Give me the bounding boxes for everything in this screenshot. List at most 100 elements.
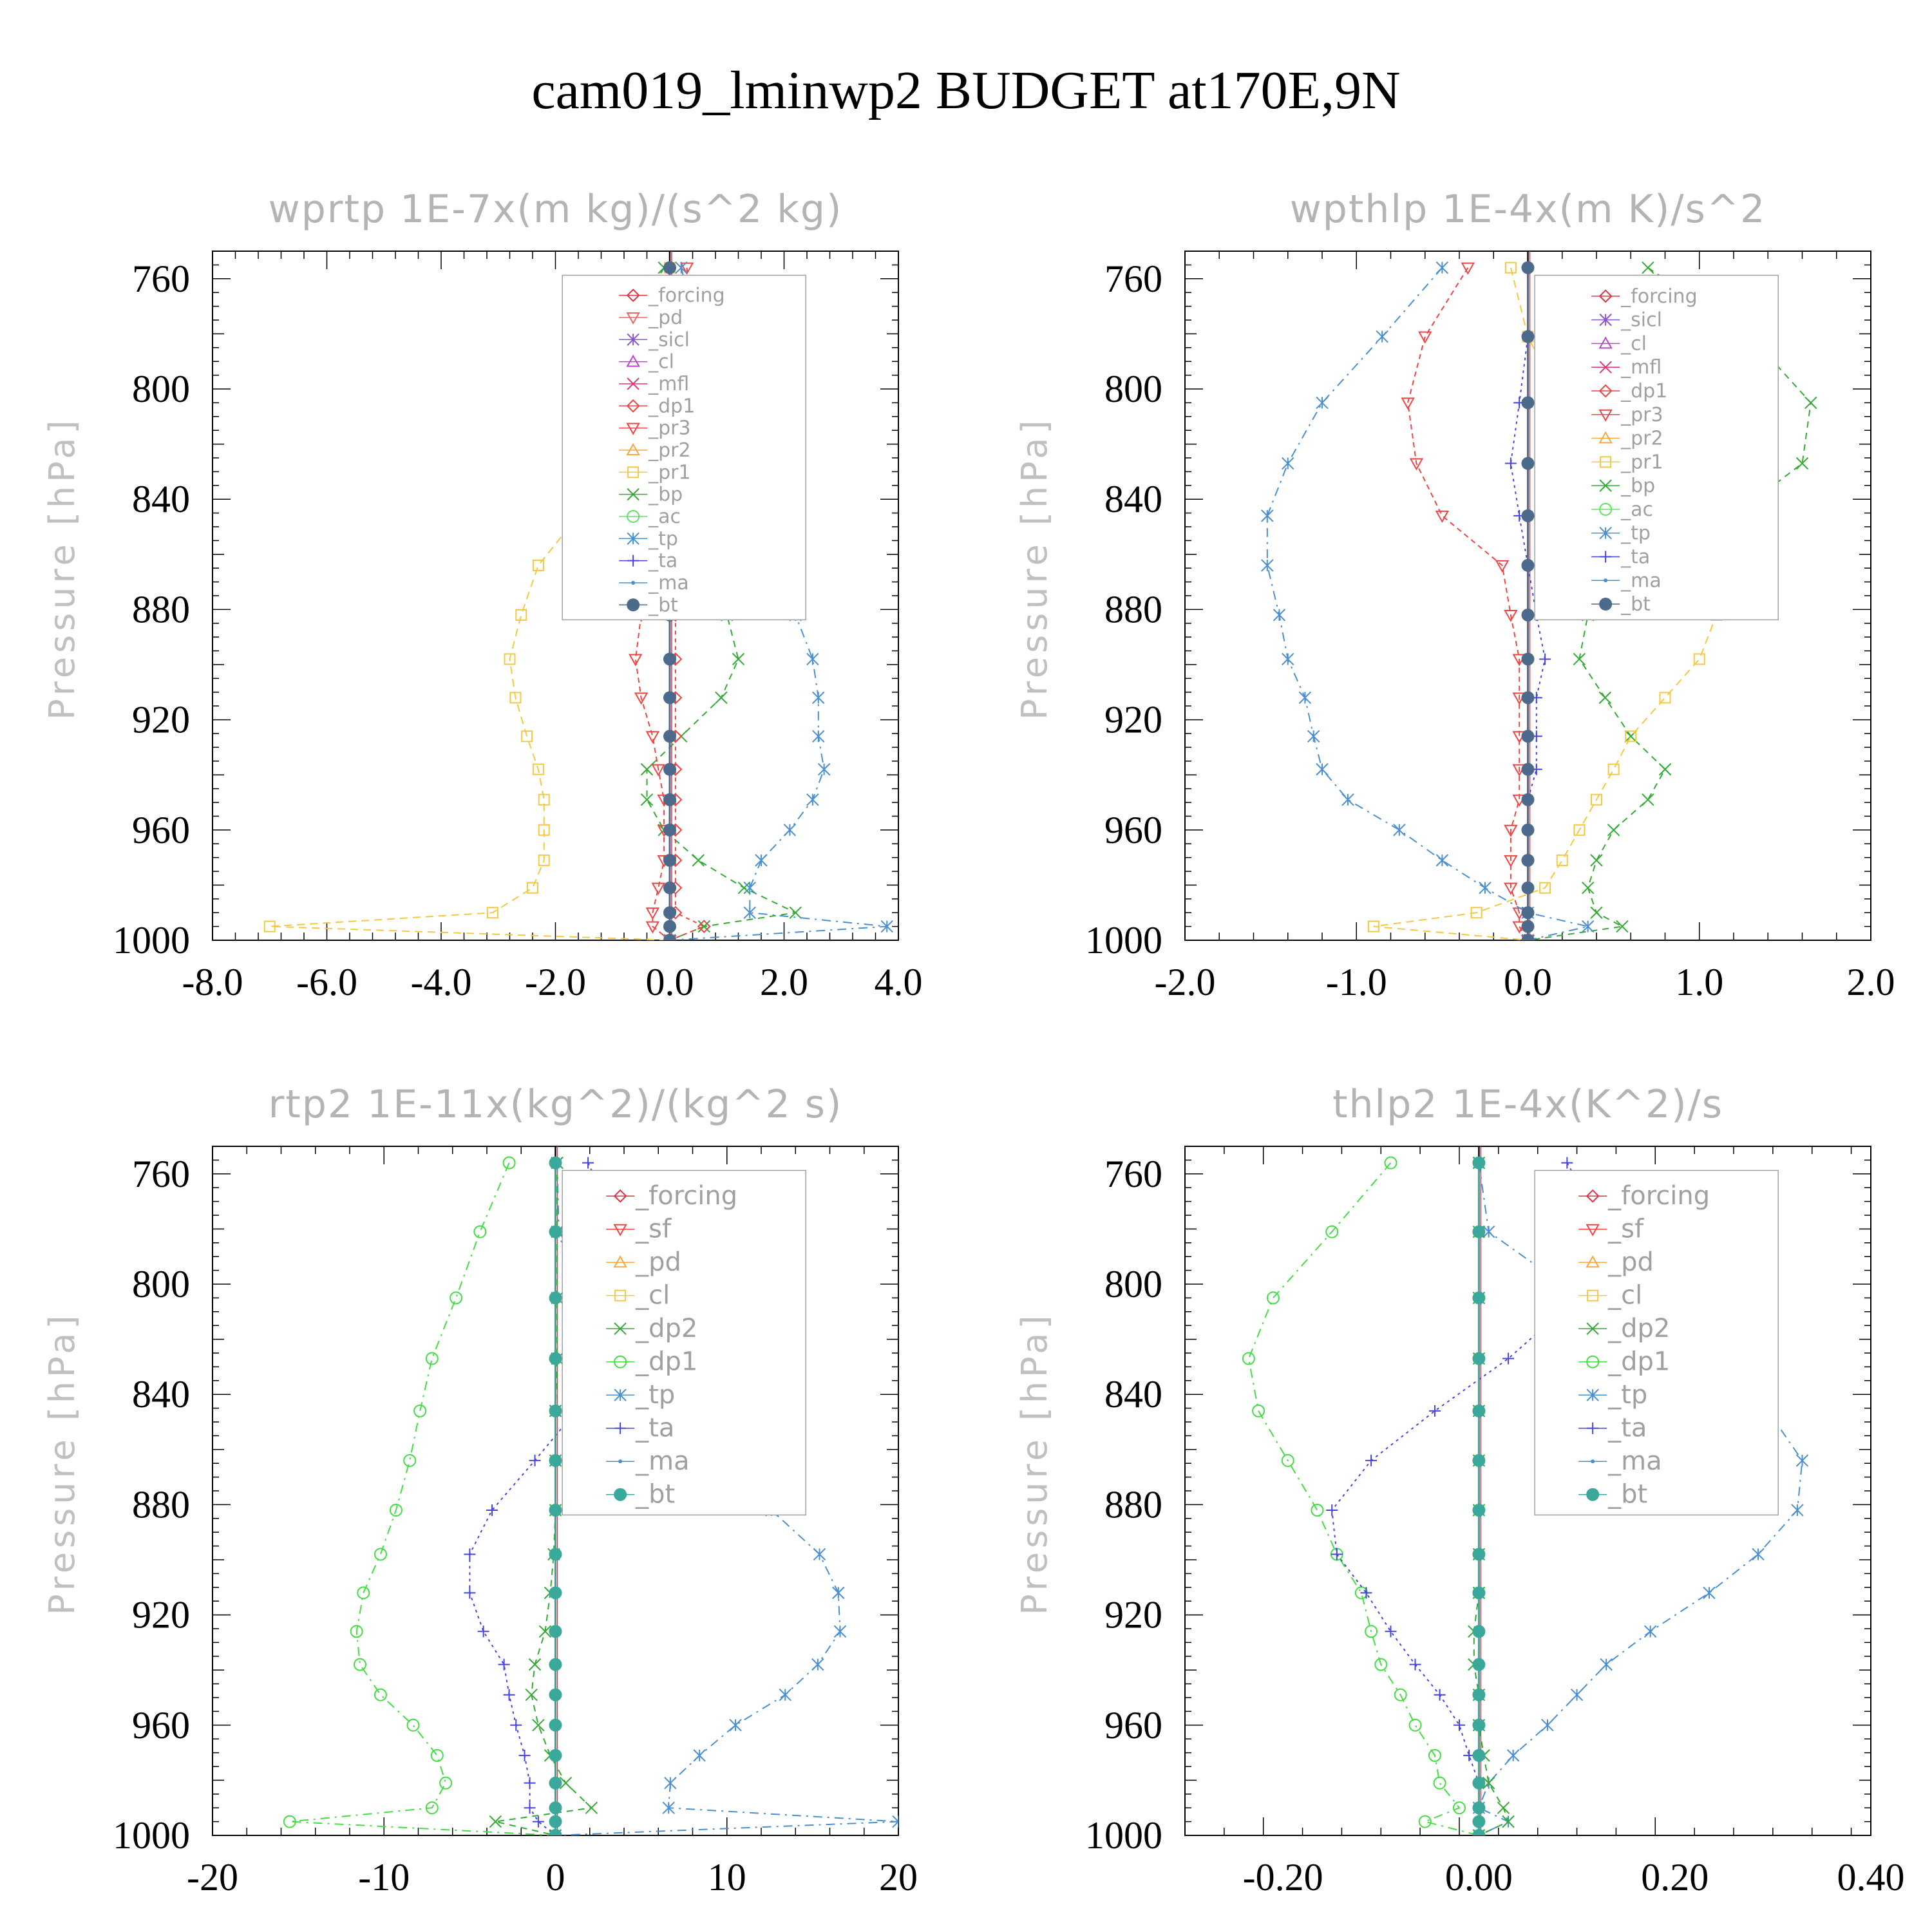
series-point-dp2 <box>532 1719 545 1732</box>
x-tick-label: 0.40 <box>1837 1856 1905 1899</box>
legend-marker <box>627 466 639 478</box>
y-tick-label: 760 <box>132 258 190 300</box>
series-point-pr3 <box>645 907 660 920</box>
series-point-ta <box>1434 1689 1446 1701</box>
series-point-pr1 <box>532 763 544 775</box>
series-point-pr1 <box>1591 793 1602 806</box>
series-point-tp <box>1703 1586 1716 1600</box>
panel-title: wpthlp 1E-4x(m K)/s^2 <box>1290 187 1766 232</box>
series-point-bt <box>1521 558 1535 572</box>
series-point-bt <box>1472 1688 1486 1701</box>
series-point-dp1 <box>1453 1801 1466 1815</box>
legend-label: _dp1 <box>635 1347 697 1377</box>
legend-label: _forcing <box>1607 1181 1710 1211</box>
legend-label: _dp2 <box>1607 1314 1670 1343</box>
series-point-bt <box>663 730 676 743</box>
series-point-ta <box>1502 1352 1515 1365</box>
series-point-tp <box>1316 396 1329 410</box>
series-point-ta <box>1365 1454 1378 1466</box>
legend-label: _tp <box>1620 522 1651 545</box>
series-point-bt <box>1521 762 1535 776</box>
series-point-bp <box>1616 920 1629 933</box>
series-point-ta <box>498 1658 510 1671</box>
series-point-pr1 <box>1693 653 1705 665</box>
series-point-tp <box>832 1586 845 1600</box>
series-point-bt <box>1521 509 1535 522</box>
y-tick-label: 920 <box>1104 1594 1162 1636</box>
series-point-bt <box>1521 652 1535 666</box>
legend-label: _pd <box>635 1247 681 1277</box>
series-point-dp1 <box>1365 1625 1378 1638</box>
legend-label: _ta <box>1607 1414 1647 1443</box>
series-point-tp <box>1261 559 1274 572</box>
x-tick-label: 1.0 <box>1675 961 1723 1003</box>
legend-label: _tp <box>1607 1380 1647 1410</box>
series-point-tp <box>812 730 825 743</box>
y-tick-label: 960 <box>1104 809 1162 851</box>
legend-marker <box>626 289 640 303</box>
series-point-bt <box>1521 691 1535 705</box>
series-point-tp <box>812 691 825 705</box>
x-tick-label: -4.0 <box>411 961 472 1003</box>
legend-label: _pr2 <box>1620 428 1663 450</box>
series-point-tp <box>1393 824 1406 837</box>
series-point-dp1 <box>1325 1225 1339 1238</box>
series-point-pr3 <box>1435 510 1450 523</box>
y-tick-label: 880 <box>132 588 190 630</box>
legend-label: _tp <box>635 1380 675 1410</box>
series-point-bt <box>549 1688 562 1701</box>
series-point-bt <box>549 1291 562 1305</box>
panel-title: rtp2 1E-11x(kg^2)/(kg^2 s) <box>269 1082 843 1127</box>
legend-box <box>562 1170 806 1516</box>
series-point-pr1 <box>1504 261 1517 274</box>
legend-marker <box>1599 526 1612 540</box>
x-tick-label: 0 <box>546 1856 565 1899</box>
chart-panels: wprtp 1E-7x(m kg)/(s^2 kg) Pressure [hPa]… <box>42 187 1905 1899</box>
series-point-bp <box>640 762 654 776</box>
legend-marker <box>627 554 639 567</box>
legend-label: _pr2 <box>648 439 690 462</box>
series-point-dp1 <box>1418 1815 1432 1828</box>
series-point-tp <box>743 906 756 919</box>
legend-box <box>1534 1170 1779 1516</box>
series-point-bt <box>549 1548 562 1561</box>
series-point-dp2 <box>538 1625 552 1638</box>
series-point-tp <box>1541 1719 1554 1732</box>
legend-label: _pr3 <box>1620 404 1663 426</box>
series-point-bp <box>1590 906 1603 919</box>
series-point-tp <box>1376 330 1388 343</box>
series-point-tp <box>729 1719 742 1732</box>
series-point-dp1 <box>353 1658 366 1671</box>
series-point-tp <box>783 824 797 837</box>
series-point-tp <box>1581 920 1595 933</box>
legend-marker <box>1598 289 1613 303</box>
series-point-dp1 <box>450 1291 463 1305</box>
series-point-ta <box>1331 1548 1343 1560</box>
legend-marker <box>1591 1459 1595 1464</box>
series-line-dp2 <box>495 1162 593 1835</box>
series-point-dp1 <box>1374 1658 1388 1671</box>
series-point-ta <box>1561 1157 1573 1169</box>
legend-marker <box>626 312 640 325</box>
y-tick-label: 960 <box>132 809 190 851</box>
series-point-bt <box>663 920 676 933</box>
series-point-pr3 <box>645 921 660 934</box>
y-tick-label: 920 <box>132 699 190 741</box>
series-point-bt <box>1472 1225 1486 1238</box>
legend-marker <box>1598 431 1613 444</box>
series-point-tp <box>806 793 819 806</box>
series-point-dp1 <box>1242 1352 1255 1365</box>
series-point-dp1 <box>439 1776 453 1790</box>
series-point-ta <box>464 1587 476 1599</box>
series-point-ta <box>1454 1719 1465 1731</box>
series-point-tp <box>892 1815 898 1828</box>
series-point-bt <box>1521 457 1535 470</box>
series-group <box>1242 1156 1809 1835</box>
series-point-ta <box>1360 1587 1372 1599</box>
series-point-bp <box>1581 881 1595 895</box>
x-tick-label: -20 <box>187 1856 238 1899</box>
legend-marker <box>614 1355 627 1368</box>
series-point-bt <box>663 652 676 666</box>
series-point-dp1 <box>697 920 711 934</box>
